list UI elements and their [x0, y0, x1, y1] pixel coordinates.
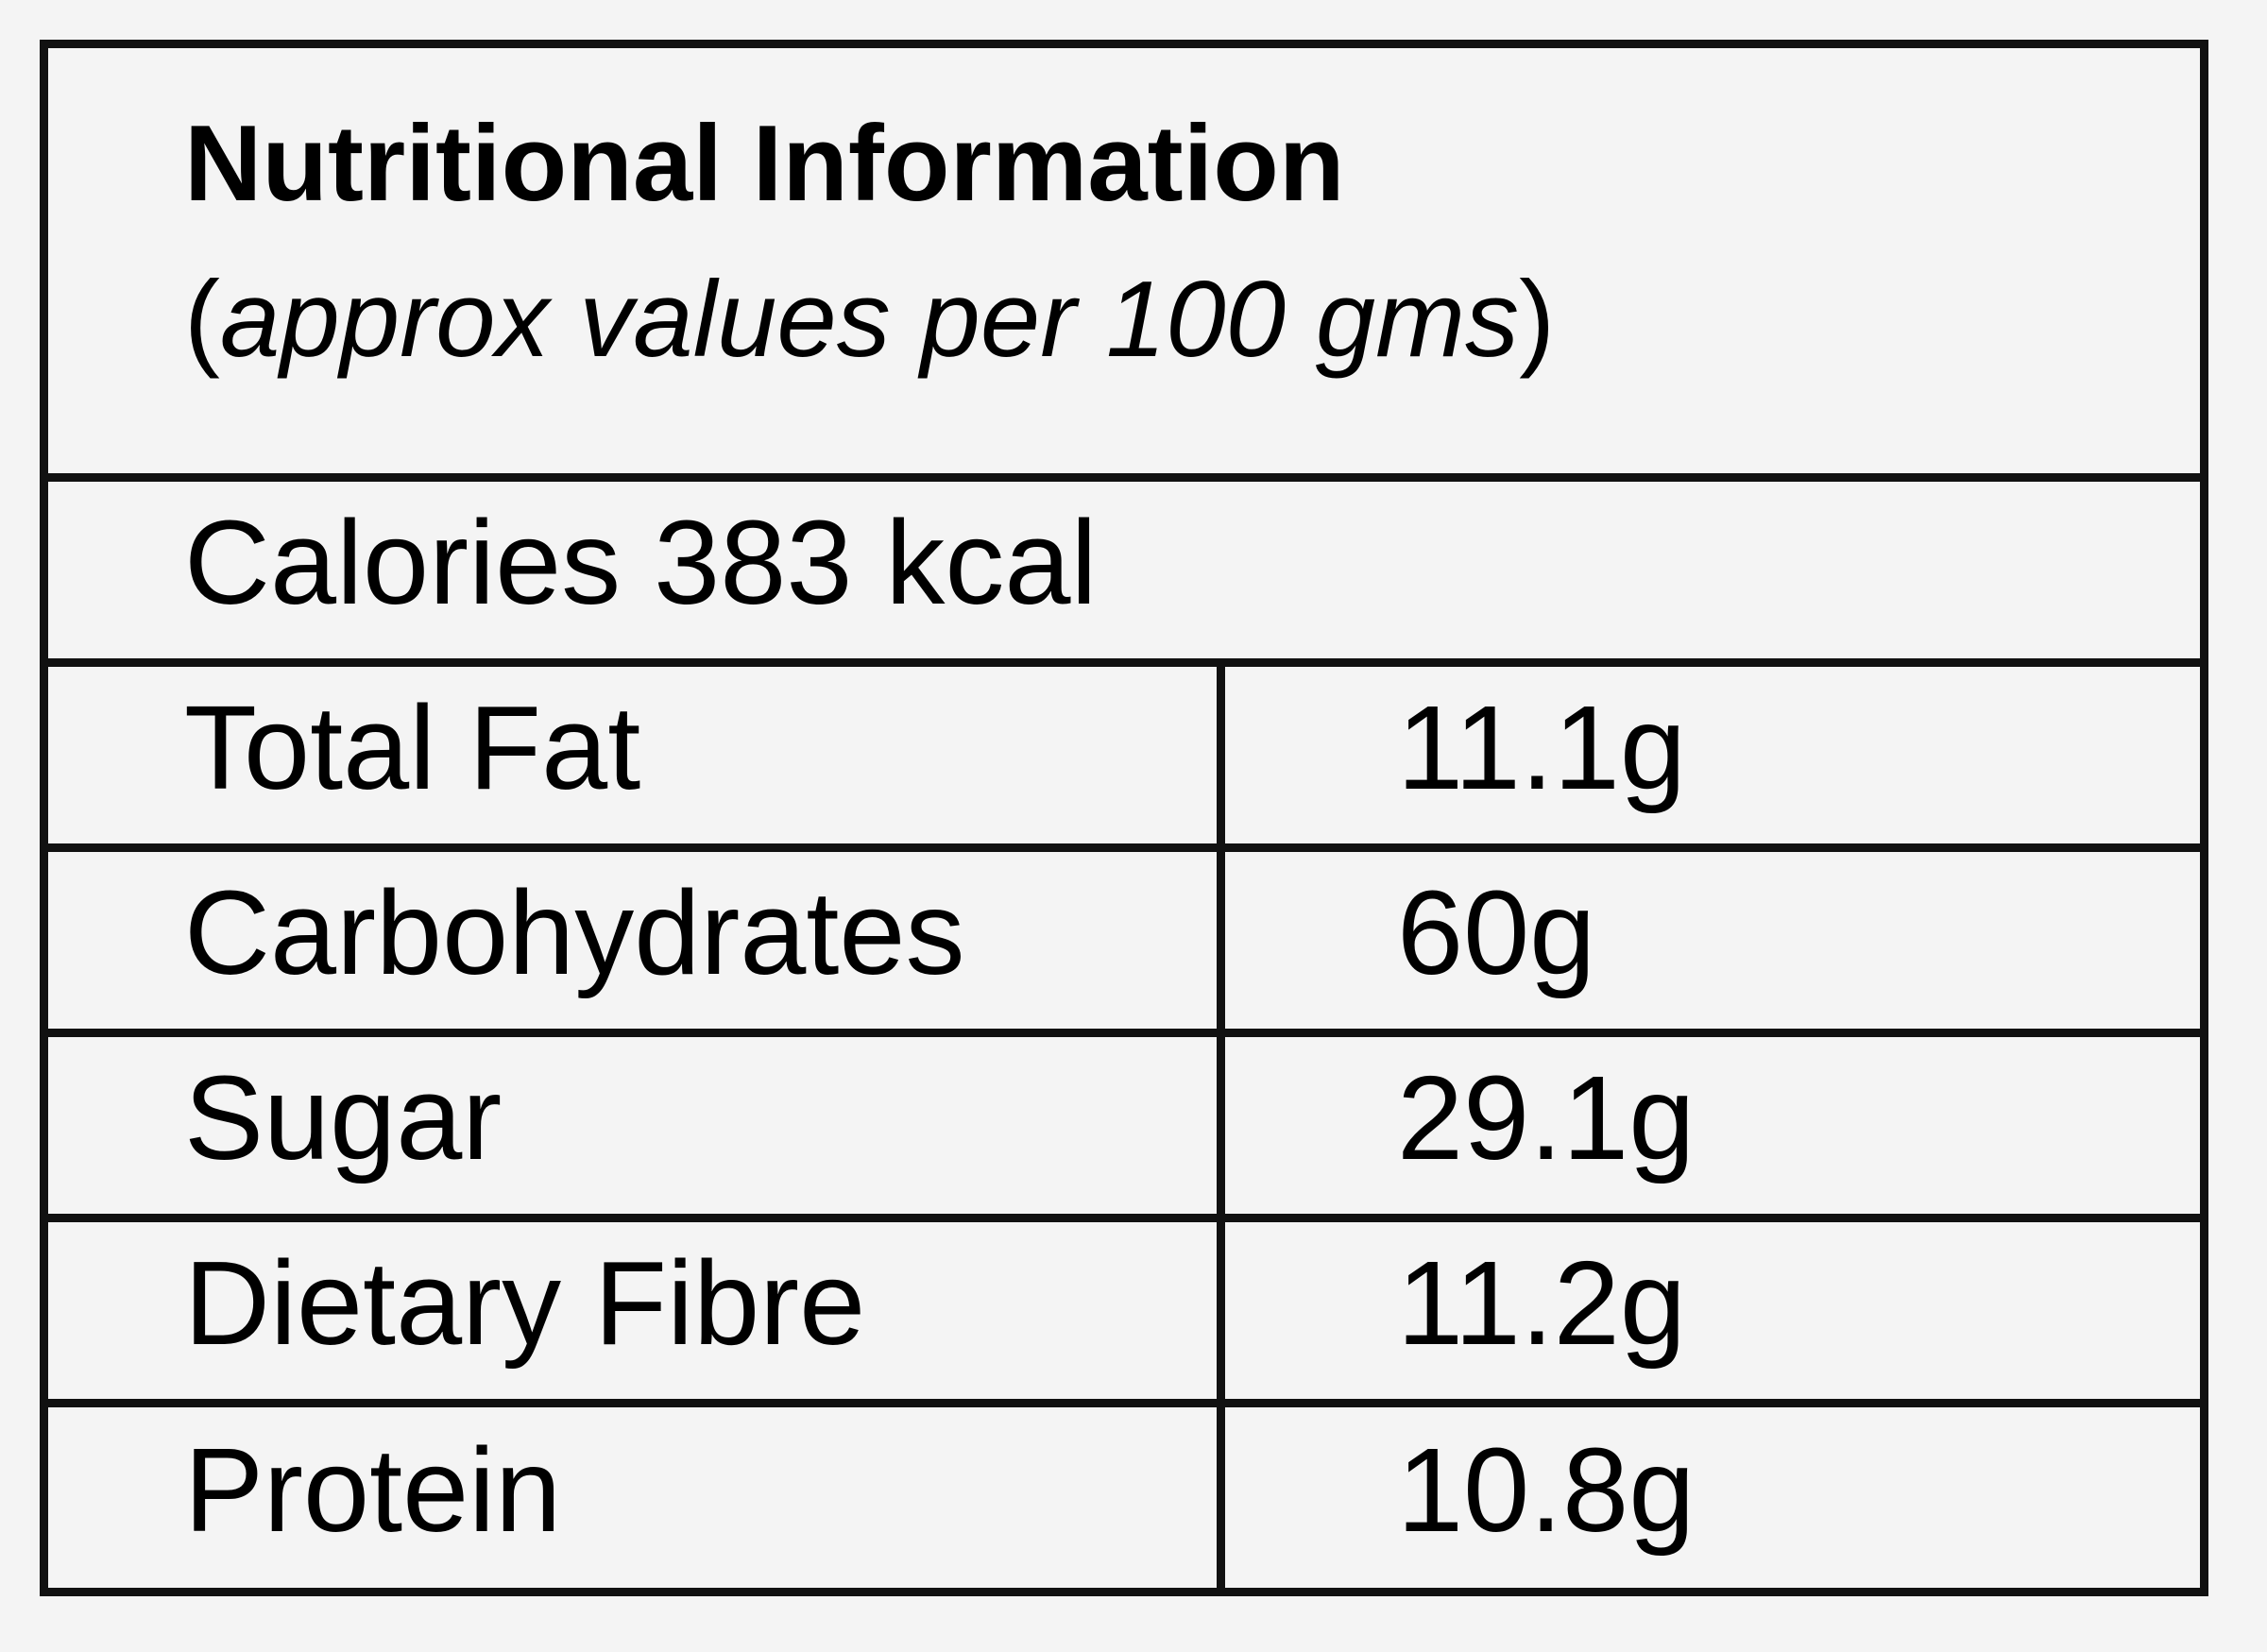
nutrient-value-cell: 11.1g: [1217, 667, 2200, 843]
nutrient-value-cell: 60g: [1217, 852, 2200, 1029]
subtitle-close-paren: ): [1519, 260, 1556, 381]
nutrient-value-cell: 29.1g: [1217, 1037, 2200, 1214]
table-row-sugar: Sugar 29.1g: [48, 1029, 2200, 1214]
nutrient-value: 11.2g: [1397, 1235, 1686, 1370]
nutrient-label: Protein: [184, 1422, 562, 1557]
nutrient-value: 10.8g: [1397, 1422, 1696, 1557]
nutrition-table: Nutritional Information (approx values p…: [40, 40, 2208, 1596]
nutrient-value: 29.1g: [1397, 1050, 1696, 1184]
table-subtitle: (approx values per 100 gms): [184, 242, 1555, 398]
nutrient-label-cell: Dietary Fibre: [48, 1222, 1217, 1399]
nutrient-label-cell: Carbohydrates: [48, 852, 1217, 1029]
table-header: Nutritional Information (approx values p…: [48, 48, 2200, 473]
table-row-carbohydrates: Carbohydrates 60g: [48, 843, 2200, 1029]
nutrient-value: 11.1g: [1397, 680, 1686, 814]
table-row-total-fat: Total Fat 11.1g: [48, 658, 2200, 843]
nutrient-value: 60g: [1397, 865, 1596, 999]
calories-row: Calories 383 kcal: [48, 473, 2200, 658]
nutrient-label-cell: Total Fat: [48, 667, 1217, 843]
nutrient-label-cell: Protein: [48, 1407, 1217, 1588]
nutrient-label: Sugar: [184, 1050, 503, 1184]
calories-cell: Calories 383 kcal: [48, 482, 2200, 658]
subtitle-open-paren: (: [184, 260, 220, 381]
calories-text: Calories 383 kcal: [184, 495, 1098, 629]
nutrient-value-cell: 11.2g: [1217, 1222, 2200, 1399]
nutrient-label: Total Fat: [184, 680, 641, 814]
subtitle-text: approx values per 100 gms: [219, 260, 1520, 381]
table-row-dietary-fibre: Dietary Fibre 11.2g: [48, 1214, 2200, 1399]
table-title: Nutritional Information: [184, 104, 1345, 224]
nutrient-label: Carbohydrates: [184, 865, 965, 999]
nutrient-label-cell: Sugar: [48, 1037, 1217, 1214]
nutrient-value-cell: 10.8g: [1217, 1407, 2200, 1588]
header-title-block: Nutritional Information (approx values p…: [184, 86, 1555, 399]
table-row-protein: Protein 10.8g: [48, 1399, 2200, 1588]
nutrient-label: Dietary Fibre: [184, 1235, 866, 1370]
